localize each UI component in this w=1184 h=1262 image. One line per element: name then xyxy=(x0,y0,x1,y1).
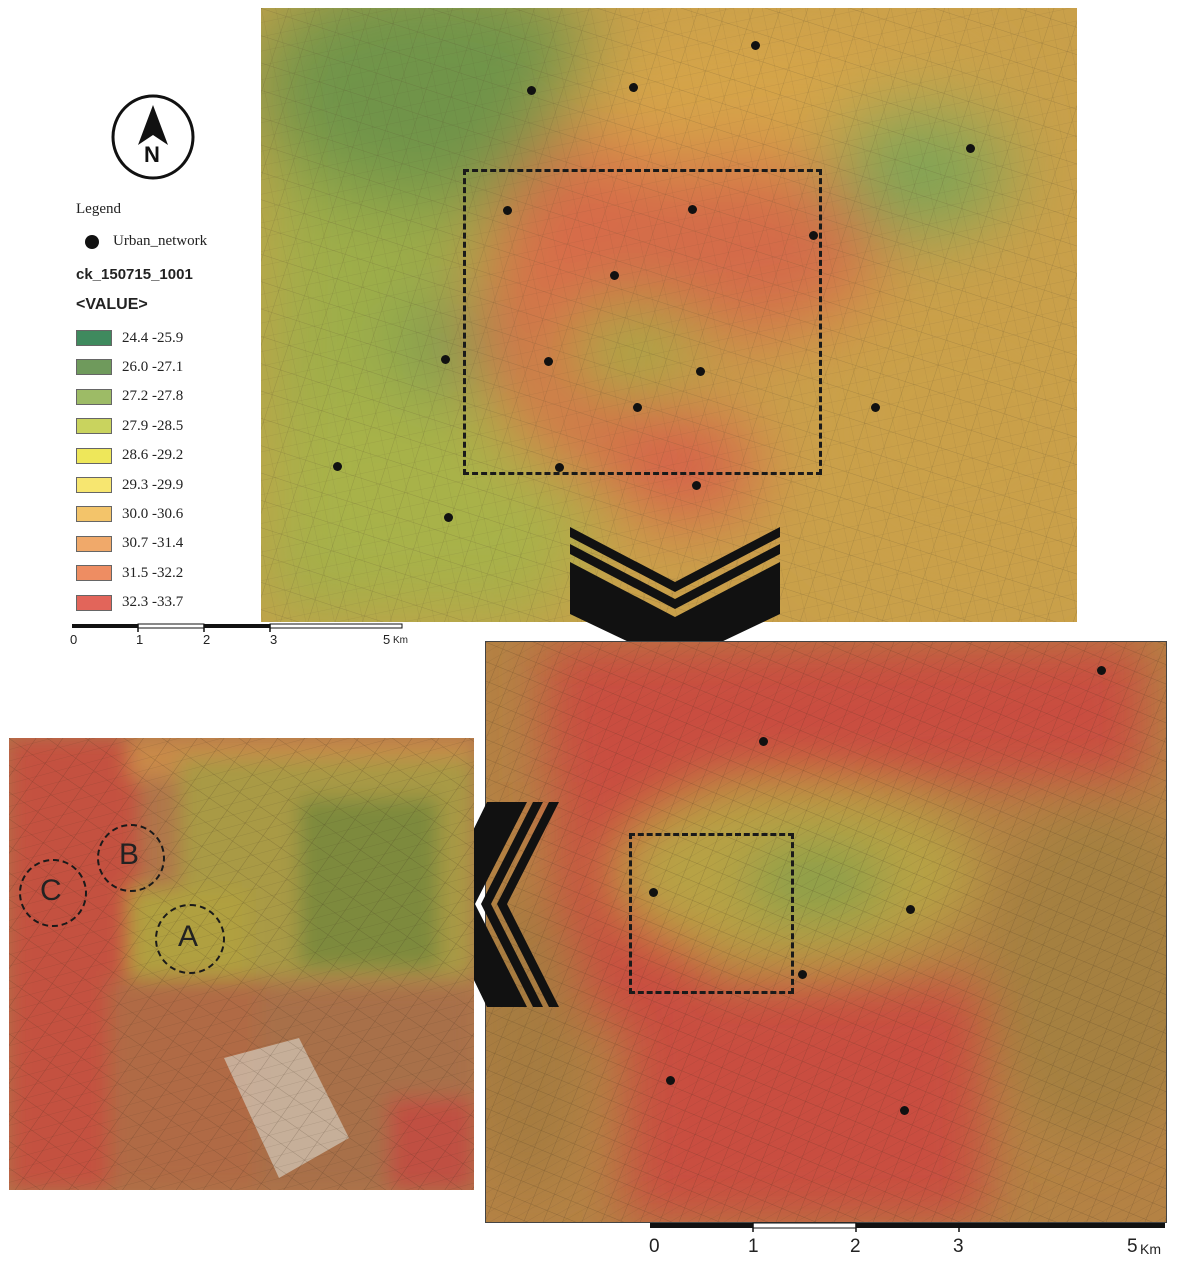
network-point[interactable] xyxy=(1097,666,1106,675)
network-point[interactable] xyxy=(527,86,536,95)
legend-class-label: 28.6 -29.2 xyxy=(122,447,184,464)
network-point[interactable] xyxy=(544,357,553,366)
network-point[interactable] xyxy=(759,737,768,746)
legend-class-row: 27.2 -27.8 xyxy=(76,388,183,406)
scale-tick: 2 xyxy=(850,1236,861,1257)
site-circle-b[interactable] xyxy=(97,824,165,892)
scale-unit: Km xyxy=(1140,1241,1161,1257)
scale-tick: 0 xyxy=(70,632,78,647)
zoom-extent-box xyxy=(463,169,822,475)
network-point[interactable] xyxy=(692,481,701,490)
scale-bar-bottom-graphic xyxy=(650,1222,1165,1232)
legend-class-row: 29.3 -29.9 xyxy=(76,476,183,494)
legend-class-label: 32.3 -33.7 xyxy=(122,594,184,611)
network-point[interactable] xyxy=(441,355,450,364)
network-point[interactable] xyxy=(555,463,564,472)
legend-class-row: 27.9 -28.5 xyxy=(76,417,183,435)
legend-class-row: 24.4 -25.9 xyxy=(76,329,183,347)
legend-class-row: 26.0 -27.1 xyxy=(76,358,183,376)
overview-map[interactable] xyxy=(261,8,1077,622)
legend-class-label: 29.3 -29.9 xyxy=(122,476,184,493)
legend-class-label: 30.7 -31.4 xyxy=(122,535,184,552)
legend-swatch xyxy=(76,565,112,582)
network-point-icon xyxy=(85,235,99,249)
legend-class-row: 31.5 -32.2 xyxy=(76,564,183,582)
north-arrow: N xyxy=(110,93,198,181)
detail-map[interactable]: B C A xyxy=(9,738,474,1190)
site-label-a: A xyxy=(178,920,199,953)
legend-swatch xyxy=(76,594,112,611)
legend-value-header: <VALUE> xyxy=(76,296,148,313)
site-circle-a[interactable] xyxy=(155,904,225,974)
network-point[interactable] xyxy=(633,403,642,412)
network-point[interactable] xyxy=(333,462,342,471)
scale-tick: 2 xyxy=(203,632,211,647)
legend-class-row: 30.7 -31.4 xyxy=(76,535,183,553)
network-point[interactable] xyxy=(871,403,880,412)
scale-unit: Km xyxy=(393,635,408,646)
legend-class-row: 30.0 -30.6 xyxy=(76,505,183,523)
chevron-down-icon xyxy=(570,527,780,664)
site-circle-c[interactable] xyxy=(19,859,87,927)
network-point[interactable] xyxy=(610,271,619,280)
legend-swatch xyxy=(76,388,112,405)
legend-class-label: 24.4 -25.9 xyxy=(122,329,184,346)
north-arrow-icon xyxy=(111,94,195,180)
scale-bar-top-graphic xyxy=(72,623,403,632)
legend-title: Legend xyxy=(76,201,121,217)
north-letter: N xyxy=(144,142,160,167)
legend-class-label: 27.9 -28.5 xyxy=(122,417,184,434)
network-point[interactable] xyxy=(966,144,975,153)
site-label-c: C xyxy=(40,874,62,907)
detail-extent-box xyxy=(629,833,794,994)
zoom-map[interactable] xyxy=(485,641,1167,1223)
network-point[interactable] xyxy=(900,1106,909,1115)
legend-class-label: 30.0 -30.6 xyxy=(122,505,184,522)
scale-tick: 3 xyxy=(953,1236,964,1257)
legend-swatch xyxy=(76,359,112,376)
network-point[interactable] xyxy=(444,513,453,522)
legend-class-label: 27.2 -27.8 xyxy=(122,388,184,405)
legend-class-row: 28.6 -29.2 xyxy=(76,447,183,465)
legend-swatch xyxy=(76,506,112,523)
legend-network-label: Urban_network xyxy=(113,233,208,249)
scale-tick: 1 xyxy=(136,632,144,647)
legend-swatch xyxy=(76,330,112,346)
legend-swatch xyxy=(76,477,112,493)
scale-tick: 1 xyxy=(748,1236,759,1257)
scale-tick: 3 xyxy=(270,632,278,647)
scale-tick: 5 xyxy=(1127,1236,1138,1257)
scale-tick: 5 xyxy=(383,632,391,647)
network-point[interactable] xyxy=(751,41,760,50)
network-point[interactable] xyxy=(688,205,697,214)
legend-swatch xyxy=(76,418,112,435)
zoom-map-canvas xyxy=(486,642,1166,1222)
scale-tick: 0 xyxy=(649,1236,660,1257)
network-point[interactable] xyxy=(809,231,818,240)
network-point[interactable] xyxy=(906,905,915,914)
network-point[interactable] xyxy=(649,888,658,897)
legend-swatch xyxy=(76,447,112,464)
overview-map-canvas xyxy=(261,8,1077,622)
network-point[interactable] xyxy=(798,970,807,979)
legend-class-row: 32.3 -33.7 xyxy=(76,594,183,612)
site-label-b: B xyxy=(119,838,140,871)
network-point[interactable] xyxy=(666,1076,675,1085)
legend-class-label: 26.0 -27.1 xyxy=(122,358,184,375)
legend-class-label: 31.5 -32.2 xyxy=(122,564,184,581)
detail-map-canvas xyxy=(9,738,474,1190)
network-point[interactable] xyxy=(503,206,512,215)
legend-swatch xyxy=(76,535,112,552)
network-point[interactable] xyxy=(696,367,705,376)
legend-layer-name: ck_150715_1001 xyxy=(76,266,193,283)
network-point[interactable] xyxy=(629,83,638,92)
